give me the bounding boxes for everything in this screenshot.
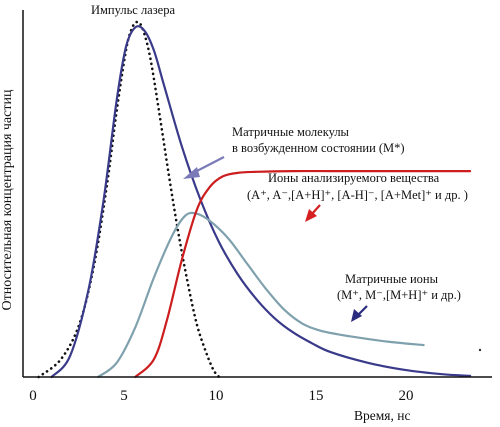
annotation-analyte-line2: (A⁺, A⁻,[A+H]⁺, [A-H]⁻, [A+Met]⁺ и др. ) bbox=[247, 188, 468, 202]
arrow-analyte bbox=[305, 204, 321, 222]
series-line-laser bbox=[37, 20, 221, 379]
x-axis-label: Время, нс bbox=[354, 408, 410, 423]
x-tick-label-20: 20 bbox=[399, 388, 414, 404]
annotation-laser-pulse: Импульс лазера bbox=[91, 3, 175, 17]
y-axis-label: Относительная концентрация частиц bbox=[0, 89, 15, 310]
annotation-matrix-ions-line2: (M⁺, M⁻,[M+H]⁺ и др.) bbox=[337, 288, 461, 302]
series-line-analyte_ions bbox=[134, 169, 472, 379]
x-tick-label-15: 15 bbox=[309, 388, 324, 404]
series-line-excited bbox=[50, 25, 472, 379]
x-ticks: 0 5 10 15 20 bbox=[29, 388, 413, 404]
series-line-matrix_ions bbox=[97, 211, 425, 379]
arrow-excited bbox=[183, 156, 225, 179]
x-tick-label-0: 0 bbox=[29, 388, 37, 404]
dot-mark bbox=[478, 348, 482, 352]
arrow-matrix-ions bbox=[351, 305, 368, 322]
annotation-excited-line1: Матричные молекулы bbox=[232, 125, 350, 139]
annotation-analyte-line1: Ионы анализируемого вещества bbox=[268, 171, 440, 185]
curves-layer bbox=[37, 20, 472, 379]
annotation-matrix-ions-line1: Матричные ионы bbox=[345, 272, 439, 286]
annotation-excited-line2: в возбужденном состоянии (M*) bbox=[232, 141, 405, 155]
x-tick-label-10: 10 bbox=[209, 388, 224, 404]
x-tick-label-5: 5 bbox=[120, 388, 128, 404]
